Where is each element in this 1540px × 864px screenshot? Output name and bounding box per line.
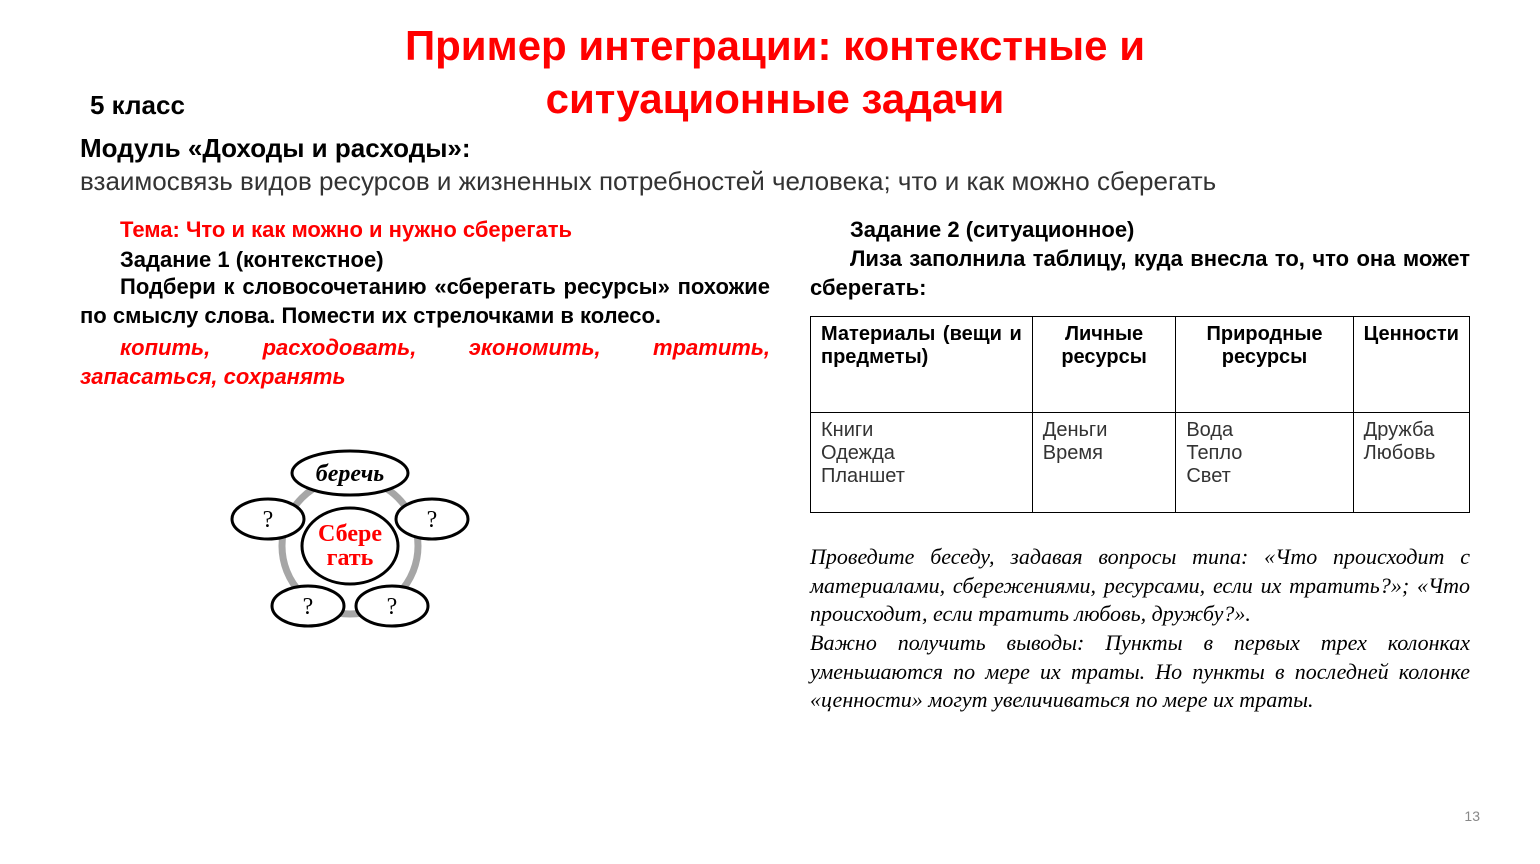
task1-words: копить, расходовать, экономить, тратить,…	[80, 334, 770, 391]
task1-label: Задание 1 (контекстное)	[120, 247, 770, 273]
task1-text: Подбери к словосочетанию «сберегать ресу…	[80, 273, 770, 330]
table-cell-4: Дружба Любовь	[1353, 413, 1469, 513]
intro-text: взаимосвязь видов ресурсов и жизненных п…	[80, 164, 1470, 199]
task2-text: Лиза заполнила таблицу, куда внесла то, …	[810, 245, 1470, 302]
wheel-svg: Сбере гать беречь ? ? ? ?	[210, 441, 490, 631]
table-header-4: Ценности	[1353, 317, 1469, 413]
wheel-q3: ?	[303, 594, 314, 620]
table-header-row: Материалы (вещи и предметы) Личные ресур…	[811, 317, 1470, 413]
resources-table: Материалы (вещи и предметы) Личные ресур…	[810, 316, 1470, 513]
discussion-block: Проведите беседу, задавая вопросы типа: …	[810, 543, 1470, 715]
table-cell-3: Вода Тепло Свет	[1176, 413, 1353, 513]
content-columns: Тема: Что и как можно и нужно сберегать …	[80, 217, 1470, 715]
wheel-center-2: гать	[327, 545, 374, 571]
discussion-p1: Проведите беседу, задавая вопросы типа: …	[810, 543, 1470, 629]
grade-label: 5 класс	[90, 90, 185, 121]
table-header-1: Материалы (вещи и предметы)	[811, 317, 1033, 413]
left-column: Тема: Что и как можно и нужно сберегать …	[80, 217, 770, 715]
title-line-2: ситуационные задачи	[546, 75, 1005, 122]
page-number: 13	[1464, 808, 1480, 824]
wheel-center-1: Сбере	[318, 521, 382, 547]
wheel-diagram: Сбере гать беречь ? ? ? ?	[210, 441, 770, 636]
table-header-3: Природные ресурсы	[1176, 317, 1353, 413]
table-header-2: Личные ресурсы	[1032, 317, 1176, 413]
module-label: Модуль «Доходы и расходы»:	[80, 133, 1470, 164]
table-row: Книги Одежда Планшет Деньги Время Вода Т…	[811, 413, 1470, 513]
discussion-p2: Важно получить выводы: Пункты в первых т…	[810, 629, 1470, 715]
title-line-1: Пример интеграции: контекстные и	[405, 22, 1145, 69]
wheel-q1: ?	[263, 507, 274, 533]
table-cell-2: Деньги Время	[1032, 413, 1176, 513]
task2-label: Задание 2 (ситуационное)	[850, 217, 1470, 243]
wheel-top: беречь	[316, 461, 385, 487]
wheel-q4: ?	[387, 594, 398, 620]
slide-title: Пример интеграции: контекстные и ситуаци…	[80, 20, 1470, 125]
right-column: Задание 2 (ситуационное) Лиза заполнила …	[810, 217, 1470, 715]
table-cell-1: Книги Одежда Планшет	[811, 413, 1033, 513]
topic-heading: Тема: Что и как можно и нужно сберегать	[120, 217, 770, 243]
wheel-q2: ?	[427, 507, 438, 533]
